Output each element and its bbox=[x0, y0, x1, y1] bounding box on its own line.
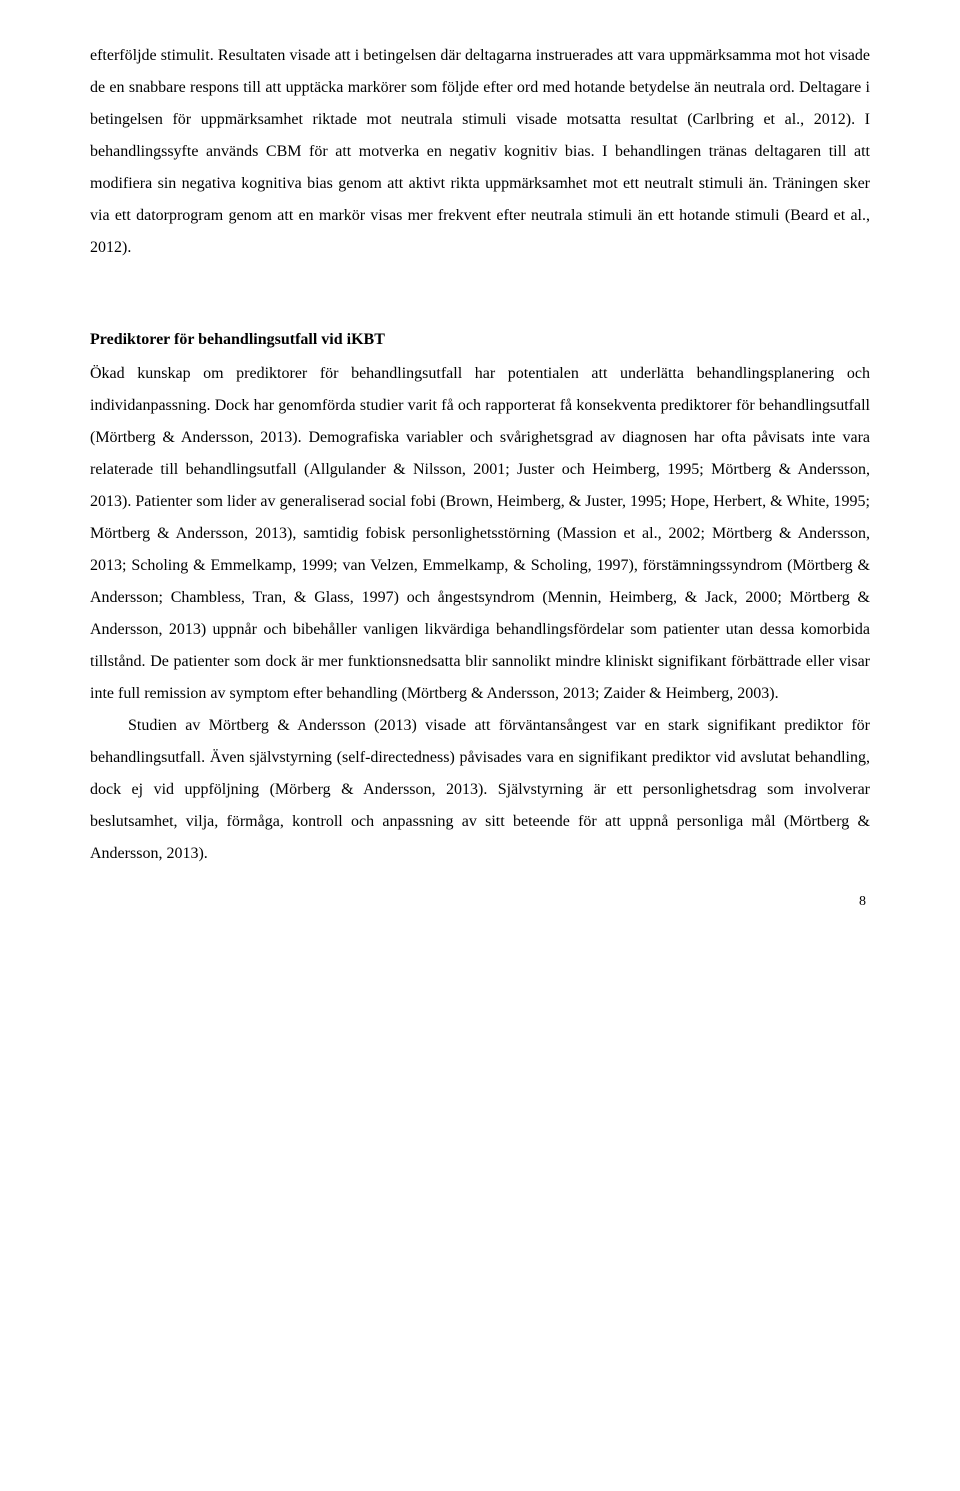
body-paragraph-2: Ökad kunskap om prediktorer för behandli… bbox=[90, 358, 870, 710]
section-heading-predictors: Prediktorer för behandlingsutfall vid iK… bbox=[90, 324, 870, 356]
body-paragraph-1: efterföljde stimulit. Resultaten visade … bbox=[90, 40, 870, 264]
body-paragraph-3: Studien av Mörtberg & Andersson (2013) v… bbox=[90, 710, 870, 870]
page-number: 8 bbox=[90, 888, 870, 916]
